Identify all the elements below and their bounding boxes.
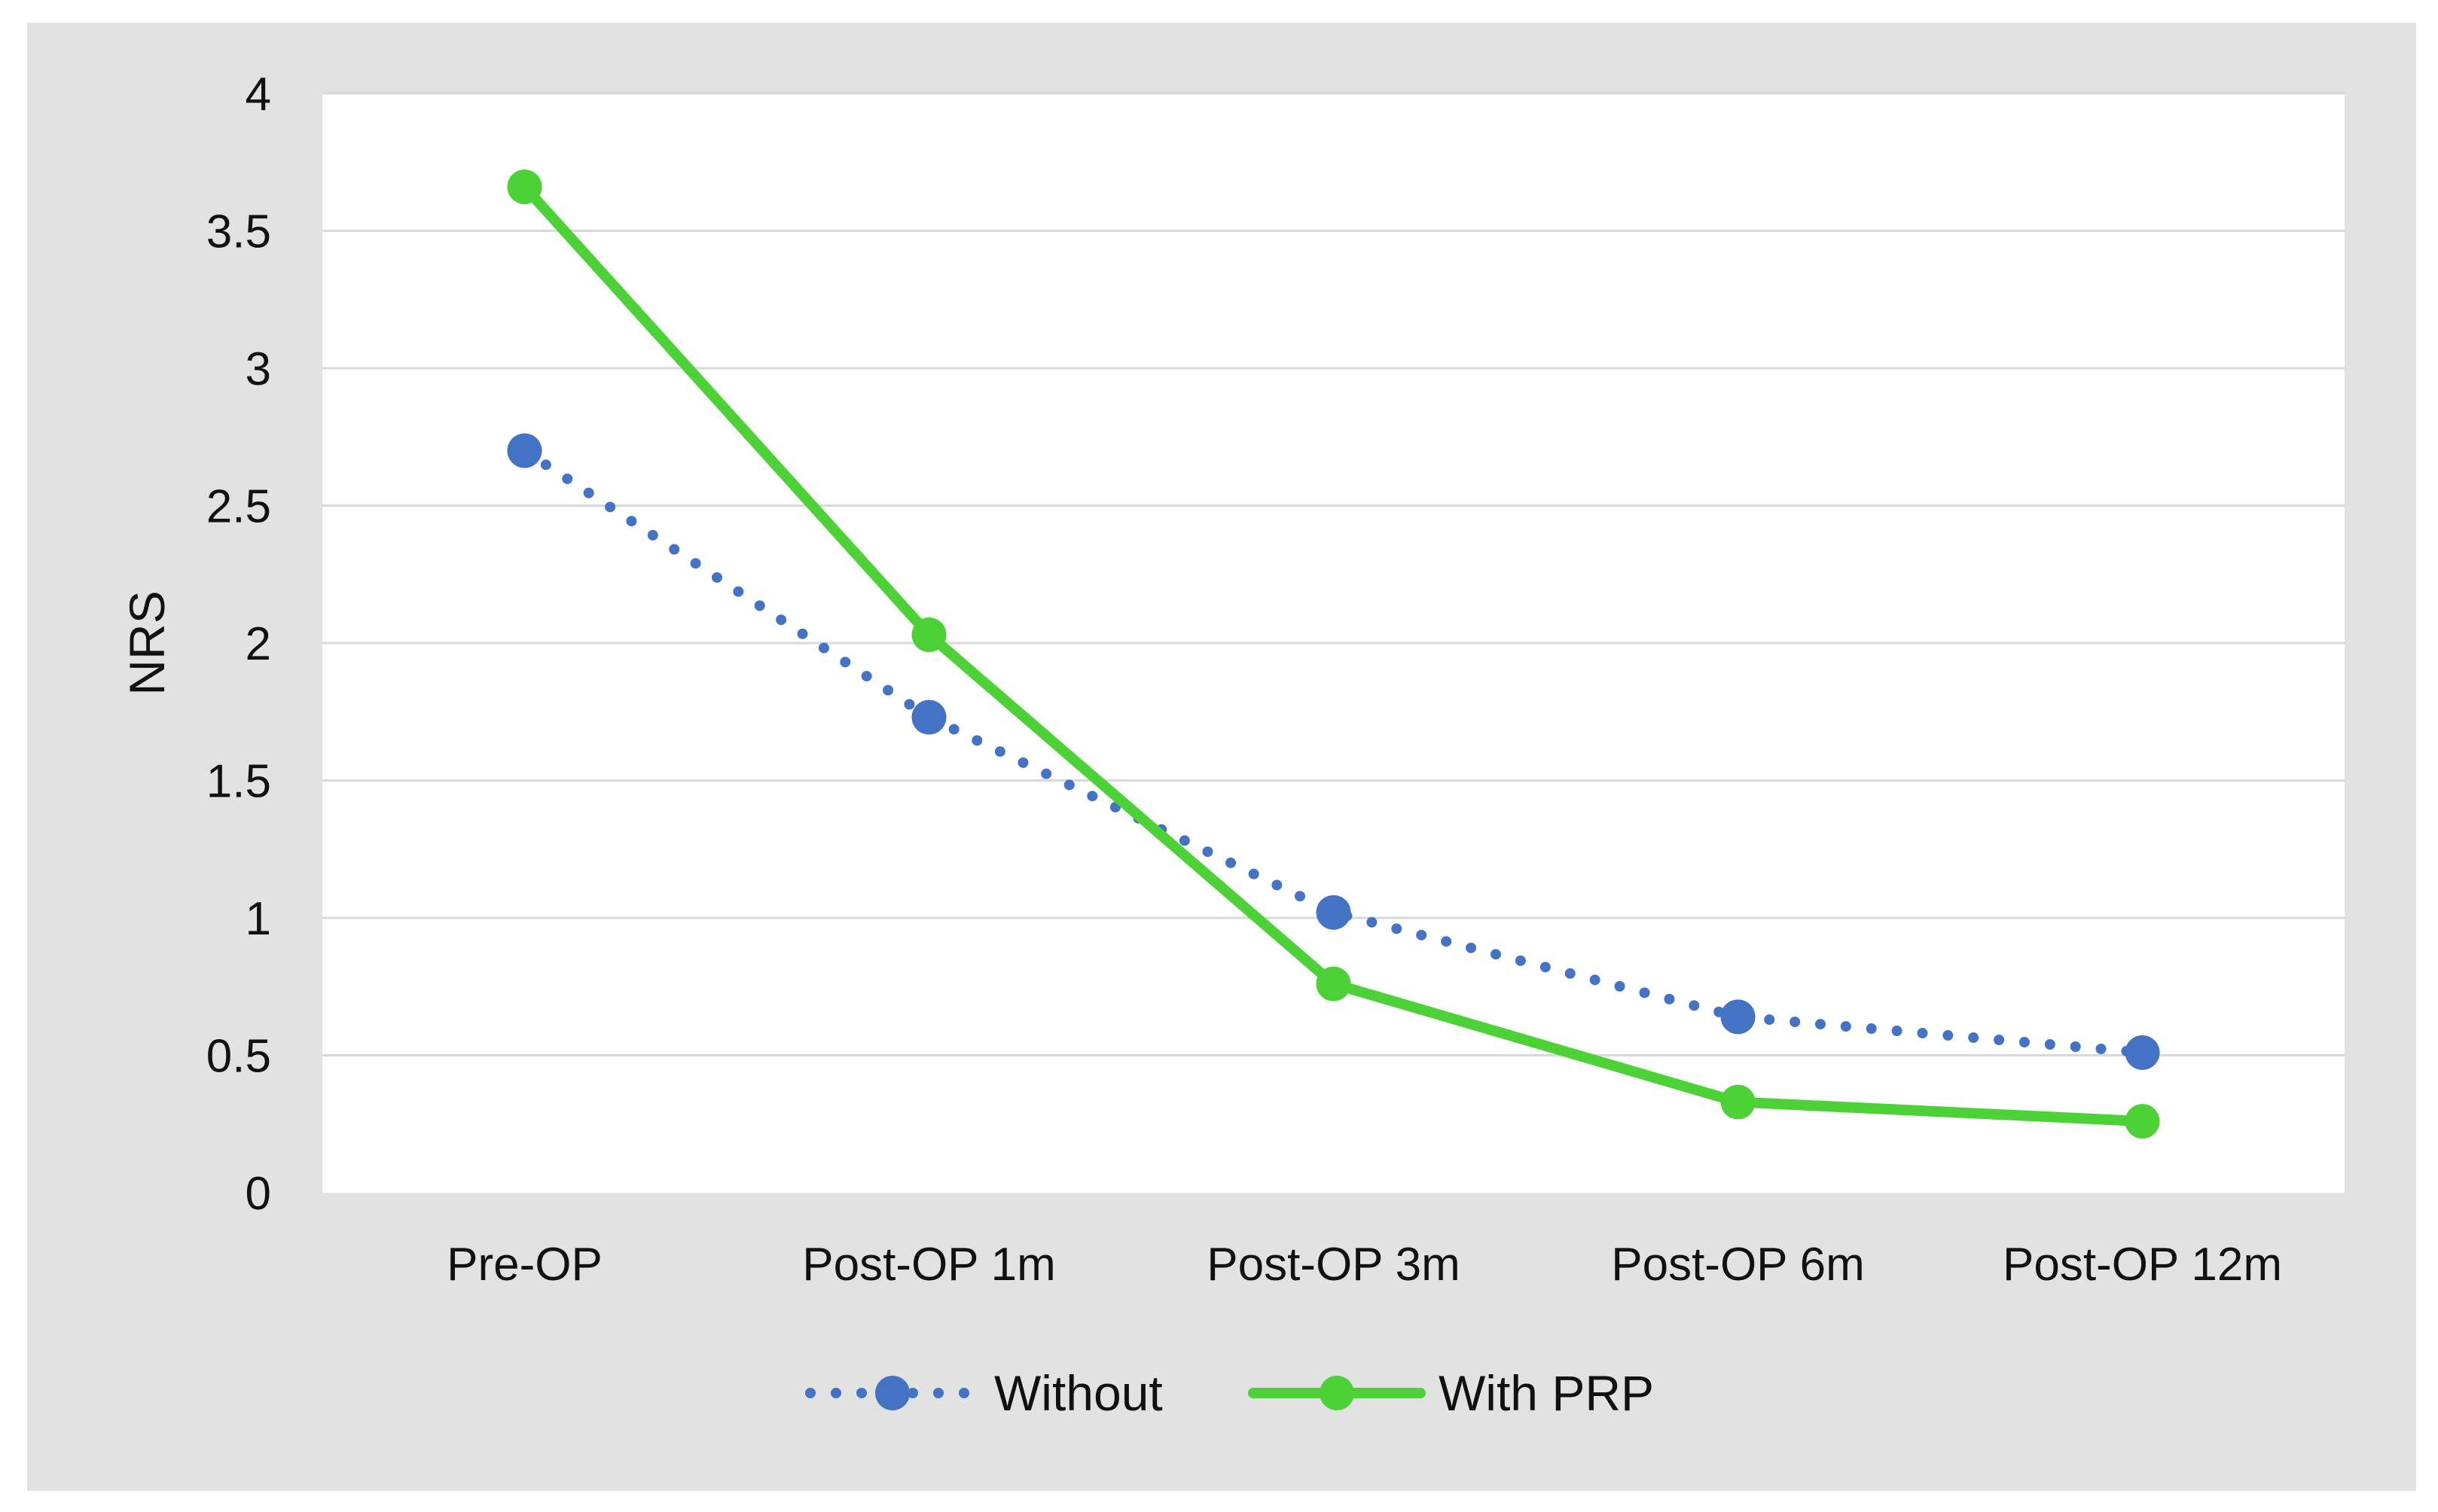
data-point bbox=[911, 700, 947, 735]
gridlines bbox=[322, 92, 2345, 1056]
data-point bbox=[507, 169, 542, 205]
legend-item: With PRP bbox=[1248, 1365, 1654, 1421]
data-point bbox=[911, 617, 947, 653]
legend-swatch-marker bbox=[875, 1376, 910, 1410]
data-point bbox=[507, 433, 542, 468]
y-tick-label: 0 bbox=[246, 1168, 271, 1220]
legend: Without With PRP bbox=[805, 1365, 1654, 1421]
legend-item: Without bbox=[805, 1365, 1163, 1421]
x-tick-label: Pre-OP bbox=[447, 1239, 603, 1291]
data-point bbox=[1316, 966, 1351, 1001]
series-layer bbox=[507, 169, 2160, 1139]
legend-label: Without bbox=[994, 1365, 1163, 1421]
y-axis-ticks: 0 0.5 1 1.5 2 2.5 3 3.5 4 bbox=[206, 69, 271, 1220]
y-tick-label: 2.5 bbox=[206, 481, 271, 533]
x-tick-label: Post-OP 3m bbox=[1207, 1239, 1460, 1291]
data-point bbox=[1316, 895, 1351, 930]
y-tick-label: 2 bbox=[246, 618, 271, 670]
y-tick-label: 1 bbox=[246, 893, 271, 945]
y-tick-label: 3.5 bbox=[206, 206, 271, 258]
y-tick-label: 0.5 bbox=[206, 1031, 271, 1083]
y-axis-label: NRS bbox=[119, 590, 175, 695]
y-tick-label: 4 bbox=[246, 69, 271, 120]
data-point bbox=[2125, 1035, 2160, 1070]
series-line bbox=[519, 445, 2148, 1058]
y-tick-label: 1.5 bbox=[206, 756, 271, 808]
series-with-prp bbox=[507, 169, 2160, 1139]
legend-swatch-marker bbox=[1320, 1376, 1354, 1410]
x-tick-label: Post-OP 1m bbox=[802, 1239, 1056, 1291]
data-point bbox=[2125, 1104, 2160, 1139]
series-without bbox=[507, 433, 2160, 1070]
x-tick-label: Post-OP 12m bbox=[2003, 1239, 2282, 1291]
x-tick-label: Post-OP 6m bbox=[1611, 1239, 1865, 1291]
data-point bbox=[1720, 999, 1756, 1035]
legend-label: With PRP bbox=[1439, 1365, 1654, 1421]
x-axis-ticks: Pre-OP Post-OP 1m Post-OP 3m Post-OP 6m Post… bbox=[447, 1239, 2282, 1291]
y-tick-label: 3 bbox=[246, 343, 271, 395]
data-point bbox=[1720, 1084, 1756, 1120]
